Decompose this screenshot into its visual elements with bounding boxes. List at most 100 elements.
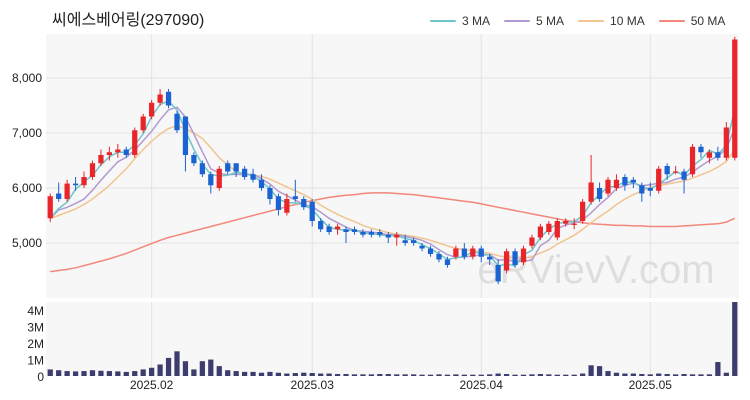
ma-line-3ma (49, 99, 736, 267)
volume-bar (98, 370, 104, 376)
volume-panel (46, 302, 739, 376)
y-tick-label: 5,000 (12, 236, 42, 250)
volume-bar (241, 371, 248, 376)
candle-body (622, 177, 628, 186)
candle-body (427, 248, 434, 254)
volume-bar (258, 372, 265, 376)
candle-body (520, 248, 527, 263)
candle-body (334, 226, 341, 230)
volume-bar (115, 371, 121, 376)
candle-body (275, 196, 282, 210)
volume-bar (732, 302, 738, 376)
volume-bar (470, 374, 476, 376)
candle-body (723, 127, 729, 158)
volume-bar (563, 374, 569, 376)
candle-body (89, 163, 96, 177)
volume-bar (571, 374, 577, 376)
candle-body (284, 199, 290, 213)
volume-bar (478, 374, 484, 376)
candle-body (385, 234, 391, 238)
candle-body (98, 155, 104, 164)
volume-bar (149, 367, 155, 376)
volume-bar (334, 374, 341, 376)
candle-body (461, 248, 467, 257)
legend-item-5ma: 5 MA (504, 14, 564, 28)
candle-body (503, 251, 510, 271)
volume-bar (639, 374, 645, 376)
volume-bar (444, 374, 451, 376)
volume-bar (546, 374, 552, 376)
volume-bar (343, 374, 349, 376)
candle-body (664, 166, 670, 175)
volume-bar (427, 374, 434, 376)
candle-body (529, 237, 535, 246)
candle-body (250, 174, 256, 180)
legend-label-10ma: 10 MA (610, 14, 645, 28)
candle-body (106, 152, 113, 155)
volume-bar (436, 374, 442, 376)
volume-bar (250, 371, 256, 376)
volume-bar (419, 374, 425, 376)
volume-bar (503, 374, 510, 376)
ma-line-50ma (50, 192, 736, 273)
candle-body (368, 232, 374, 235)
candle-body (351, 229, 358, 232)
volume-bar (715, 362, 721, 376)
volume-bar (529, 374, 535, 376)
candle-body (630, 179, 636, 183)
candle-body (56, 193, 62, 199)
ma-line-10ma (49, 125, 736, 260)
volume-bar (622, 373, 628, 376)
volume-bar (174, 351, 180, 376)
candle-body (208, 174, 214, 186)
volume-bar (537, 374, 544, 376)
candle-body (689, 146, 696, 175)
volume-bar (225, 370, 231, 376)
volume-bar (461, 374, 467, 376)
volume-bar (292, 373, 298, 376)
chart-title: 씨에스베어링(297090) (52, 12, 205, 29)
volume-bar (394, 374, 400, 376)
volume-bar (698, 374, 704, 376)
volume-bar (512, 374, 518, 376)
volume-bar (689, 374, 696, 376)
candle-body (411, 240, 417, 243)
candle-body (563, 221, 569, 224)
candle-body (419, 245, 425, 249)
candle-body (672, 171, 679, 173)
volume-bar (554, 374, 560, 376)
legend-label-3ma: 3 MA (462, 14, 491, 28)
volume-bar (360, 374, 366, 376)
candle-body (123, 149, 129, 155)
candle-body (596, 188, 603, 199)
candle-body (495, 265, 501, 282)
candle-body (588, 182, 594, 202)
candle-body (681, 171, 687, 180)
y-tick-label: 7,000 (12, 126, 42, 140)
volume-bar (520, 374, 527, 376)
candle-body (343, 229, 349, 232)
volume-bar (64, 371, 70, 376)
candle-body (613, 179, 620, 188)
candle-body (436, 254, 442, 260)
y-tick-label: 6,000 (12, 181, 42, 195)
legend-label-50ma: 50 MA (690, 14, 726, 28)
candle-body (580, 201, 586, 221)
candle-body (225, 163, 231, 172)
candle-body (216, 168, 222, 188)
volume-tick-label: 0 (37, 370, 44, 384)
candle-body (571, 223, 577, 225)
volume-bar (199, 361, 205, 376)
volume-tick-label: 3M (27, 321, 44, 335)
candle-body (318, 221, 324, 230)
candle-body (309, 201, 315, 221)
volume-bar (351, 374, 358, 376)
candle-body (360, 232, 366, 235)
candle-body (72, 183, 79, 186)
volume-bar (613, 372, 620, 376)
volume-bar (580, 373, 586, 376)
candle-body (301, 199, 307, 208)
volume-bar (706, 374, 713, 376)
candle-body (149, 102, 155, 117)
candle-body (639, 185, 645, 194)
